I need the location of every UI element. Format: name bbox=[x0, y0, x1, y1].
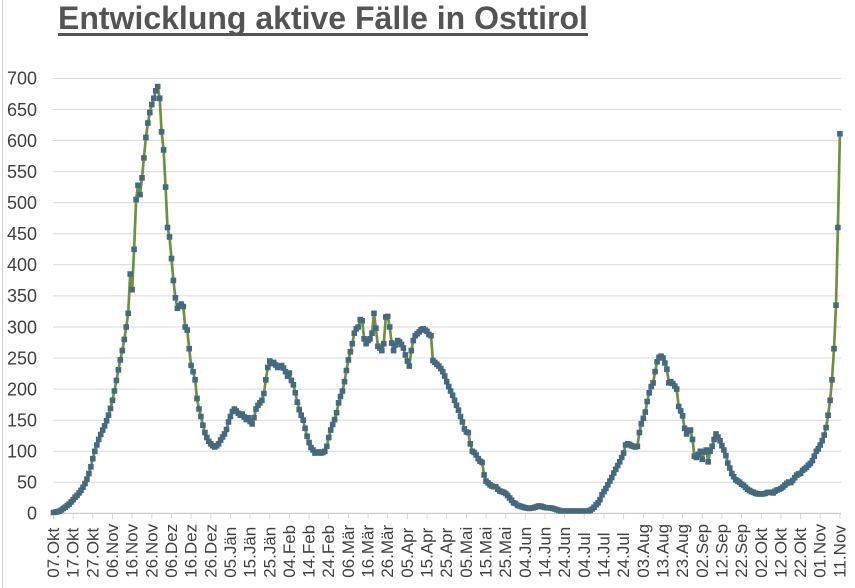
svg-text:16.Nov: 16.Nov bbox=[123, 523, 142, 577]
svg-text:300: 300 bbox=[7, 317, 37, 337]
svg-text:02.Okt: 02.Okt bbox=[752, 527, 771, 577]
svg-text:400: 400 bbox=[7, 255, 37, 275]
svg-text:350: 350 bbox=[7, 286, 37, 306]
svg-text:500: 500 bbox=[7, 193, 37, 213]
svg-text:50: 50 bbox=[17, 473, 37, 493]
svg-text:13.Aug: 13.Aug bbox=[654, 524, 673, 578]
svg-text:23.Aug: 23.Aug bbox=[673, 524, 692, 578]
svg-text:14.Jul: 14.Jul bbox=[595, 532, 614, 577]
svg-text:15.Jän: 15.Jän bbox=[241, 527, 260, 578]
svg-text:05.Mai: 05.Mai bbox=[457, 527, 476, 578]
svg-text:04.Jun: 04.Jun bbox=[516, 527, 535, 578]
svg-text:700: 700 bbox=[7, 69, 37, 89]
svg-text:05.Apr: 05.Apr bbox=[398, 527, 417, 577]
svg-text:01.Nov: 01.Nov bbox=[811, 523, 830, 577]
svg-text:27.Okt: 27.Okt bbox=[83, 527, 102, 577]
svg-text:250: 250 bbox=[7, 348, 37, 368]
svg-text:06.Nov: 06.Nov bbox=[103, 523, 122, 577]
svg-text:11.Nov: 11.Nov bbox=[830, 525, 849, 578]
svg-text:600: 600 bbox=[7, 131, 37, 151]
svg-text:12.Sep: 12.Sep bbox=[712, 524, 731, 578]
svg-text:25.Mai: 25.Mai bbox=[496, 527, 515, 578]
svg-text:26.Dez: 26.Dez bbox=[201, 524, 220, 578]
svg-text:16.Mär: 16.Mär bbox=[359, 525, 378, 578]
svg-text:650: 650 bbox=[7, 100, 37, 120]
svg-text:06.Mär: 06.Mär bbox=[339, 525, 358, 578]
svg-text:24.Jun: 24.Jun bbox=[555, 527, 574, 578]
svg-text:17.Okt: 17.Okt bbox=[64, 527, 83, 577]
svg-text:07.Okt: 07.Okt bbox=[44, 527, 63, 577]
svg-text:06.Dez: 06.Dez bbox=[162, 524, 181, 578]
svg-text:05.Jän: 05.Jän bbox=[221, 527, 240, 578]
svg-text:03.Aug: 03.Aug bbox=[634, 524, 653, 578]
svg-text:15.Apr: 15.Apr bbox=[418, 527, 437, 577]
svg-text:0: 0 bbox=[27, 504, 37, 524]
svg-text:550: 550 bbox=[7, 162, 37, 182]
svg-text:14.Feb: 14.Feb bbox=[300, 525, 319, 578]
svg-text:22.Sep: 22.Sep bbox=[732, 524, 751, 578]
svg-text:25.Jän: 25.Jän bbox=[260, 527, 279, 578]
svg-text:12.Okt: 12.Okt bbox=[771, 527, 790, 577]
svg-text:150: 150 bbox=[7, 411, 37, 431]
svg-text:04.Feb: 04.Feb bbox=[280, 525, 299, 578]
svg-text:02.Sep: 02.Sep bbox=[693, 524, 712, 578]
svg-text:24.Jul: 24.Jul bbox=[614, 532, 633, 577]
svg-text:24.Feb: 24.Feb bbox=[319, 525, 338, 578]
svg-text:26.Mär: 26.Mär bbox=[378, 525, 397, 578]
svg-text:16.Dez: 16.Dez bbox=[182, 524, 201, 578]
svg-text:14.Jun: 14.Jun bbox=[536, 527, 555, 578]
svg-text:26.Nov: 26.Nov bbox=[142, 523, 161, 577]
svg-text:25.Apr: 25.Apr bbox=[437, 527, 456, 577]
svg-text:22.Okt: 22.Okt bbox=[791, 527, 810, 577]
svg-text:450: 450 bbox=[7, 224, 37, 244]
svg-text:200: 200 bbox=[7, 379, 37, 399]
svg-text:04.Jul: 04.Jul bbox=[575, 532, 594, 577]
svg-text:15.Mai: 15.Mai bbox=[477, 527, 496, 578]
svg-text:100: 100 bbox=[7, 442, 37, 462]
